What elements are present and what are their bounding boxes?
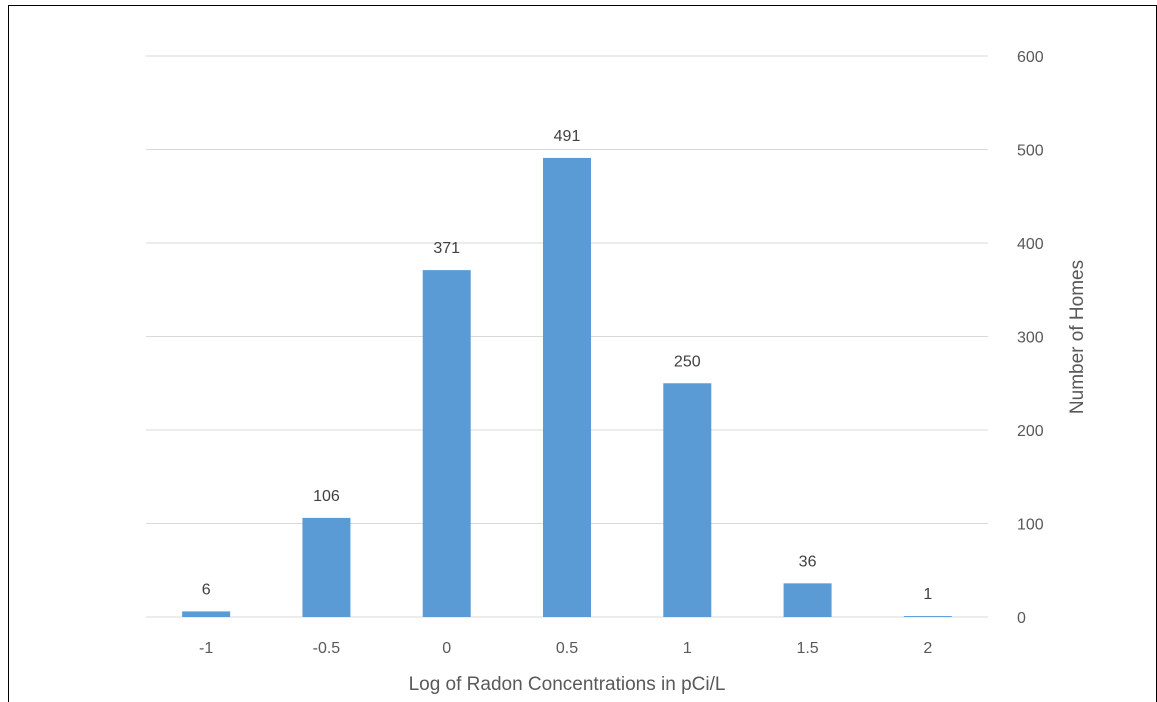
bar	[422, 270, 471, 617]
bar	[663, 383, 712, 617]
data-labels: 6 106 371 491 250 36 1	[202, 128, 933, 603]
y-tick-label: 0	[1017, 610, 1026, 627]
x-tick-label: 1	[683, 640, 692, 657]
y-tick-label: 200	[1017, 423, 1044, 440]
bar-data-label: 106	[313, 488, 340, 505]
x-tick-labels: -1 -0.5 0 0.5 1 1.5 2	[199, 640, 932, 657]
x-tick-label: 0	[442, 640, 451, 657]
y-tick-label: 600	[1017, 49, 1044, 66]
bar-data-label: 491	[554, 128, 581, 145]
bar-data-label: 371	[433, 240, 460, 257]
bar	[783, 583, 832, 617]
y-tick-label: 500	[1017, 143, 1044, 160]
bar	[903, 616, 952, 617]
x-axis-title: Log of Radon Concentrations in pCi/L	[409, 674, 726, 695]
bar	[302, 517, 351, 617]
bar	[182, 611, 231, 617]
x-tick-label: 0.5	[556, 640, 578, 657]
bars	[182, 157, 952, 618]
x-tick-label: 1.5	[796, 640, 818, 657]
y-tick-label: 100	[1017, 517, 1044, 534]
x-tick-label: 2	[923, 640, 932, 657]
y-tick-labels: 0 100 200 300 400 500 600	[1017, 49, 1044, 627]
bar-data-label: 250	[674, 353, 701, 370]
y-tick-label: 300	[1017, 330, 1044, 347]
bar-data-label: 1	[923, 586, 932, 603]
y-tick-label: 400	[1017, 236, 1044, 253]
x-tick-label: -0.5	[313, 640, 341, 657]
bar-data-label: 6	[202, 581, 211, 598]
bar-data-label: 36	[799, 553, 817, 570]
bar	[543, 157, 591, 618]
y-axis-title: Number of Homes	[1067, 260, 1088, 414]
x-tick-label: -1	[199, 640, 213, 657]
